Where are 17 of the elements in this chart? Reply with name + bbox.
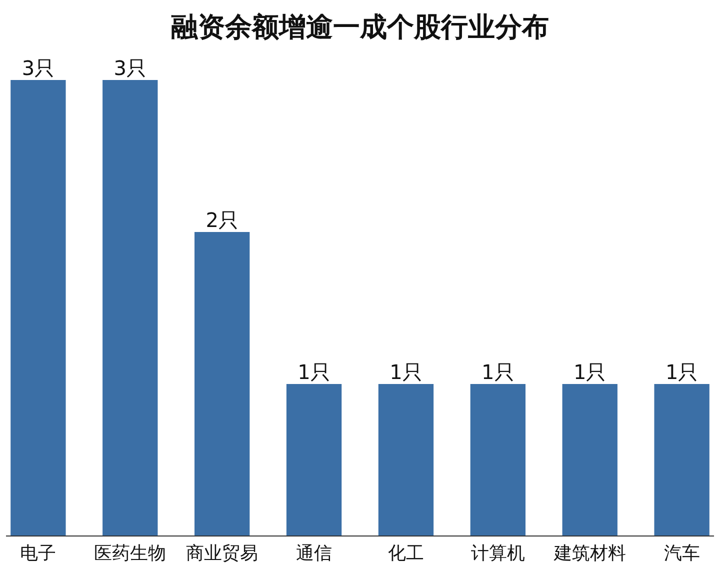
data-label: 2只: [206, 208, 238, 232]
chart-title: 融资余额增逾一成个股行业分布: [171, 12, 549, 43]
data-label: 1只: [574, 360, 606, 384]
x-tick-label: 电子: [20, 542, 56, 563]
data-label: 3只: [114, 56, 146, 80]
data-label: 1只: [482, 360, 514, 384]
x-tick-label: 医药生物: [94, 542, 166, 563]
x-tick-label: 通信: [296, 542, 332, 563]
data-label: 1只: [665, 360, 698, 384]
x-tick-label: 建筑材料: [552, 542, 626, 563]
data-label: 1只: [390, 360, 422, 384]
x-tick-label: 化工: [388, 542, 424, 563]
data-label: 3只: [22, 56, 55, 80]
data-label: 1只: [298, 360, 330, 384]
x-tick-label: 商业贸易: [186, 542, 258, 563]
x-tick-label: 汽车: [664, 542, 700, 563]
x-tick-label: 计算机: [470, 542, 525, 563]
